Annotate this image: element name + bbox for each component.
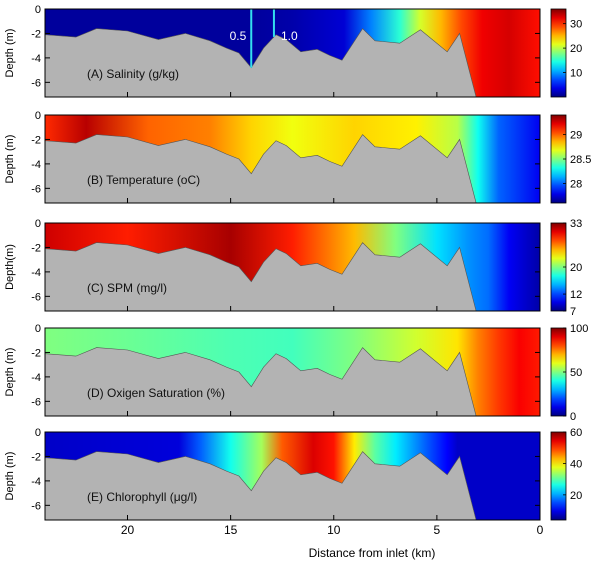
- chlorophyll-colorbar-bar: [550, 431, 567, 521]
- oxygen-frame: [44, 327, 541, 417]
- temperature-ytick-label-0: 0: [35, 110, 41, 122]
- spm-ytick-label-2: -4: [31, 267, 41, 279]
- temperature-ytick-label-1: -2: [31, 134, 41, 146]
- oxygen-seabed: [44, 347, 477, 417]
- spm-ytick-label-1: -2: [31, 242, 41, 254]
- salinity-colorbar: 10 20 30: [550, 8, 582, 98]
- oxygen-cb-label-1: 50: [570, 367, 582, 379]
- xtick-label-0: 20: [121, 523, 135, 537]
- salinity-cb-label-2: 30: [570, 19, 582, 31]
- xtick-label-4: 0: [537, 523, 544, 537]
- salinity-colorbar-bar: [550, 8, 567, 98]
- isoline-label-1: 1.0: [281, 29, 298, 43]
- salinity-cb-label-1: 20: [570, 43, 582, 55]
- oxygen-ytick-label-3: -6: [31, 396, 41, 408]
- chlorophyll-ytick-label-2: -4: [31, 476, 41, 488]
- spm-title: (C) SPM (mg/l): [87, 281, 167, 295]
- chlorophyll-frame: [44, 431, 541, 521]
- spm-colorbar: 7 12 20 33: [550, 218, 582, 318]
- temperature-seabed: [44, 134, 477, 204]
- chlorophyll-ytick-label-1: -2: [31, 451, 41, 463]
- temperature-frame: [44, 114, 541, 204]
- oxygen-ytick-label-0: 0: [35, 323, 41, 335]
- chlorophyll-seabed: [44, 451, 477, 521]
- oxygen-ytick-label-2: -4: [31, 372, 41, 384]
- chlorophyll-title: (E) Chlorophyll (μg/l): [87, 490, 197, 504]
- spm-ytick-label-3: -6: [31, 291, 41, 303]
- salinity-seabed: [44, 28, 477, 98]
- spm-cb-label-0: 7: [570, 306, 576, 318]
- chlorophyll-cb-label-0: 20: [570, 490, 582, 502]
- chlorophyll-ytick-label-0: 0: [35, 427, 41, 439]
- chlorophyll-ytick-label-3: -6: [31, 500, 41, 512]
- temperature-cb-label-2: 29: [570, 130, 582, 142]
- temperature-colorbar: 28 28.5 29: [550, 114, 591, 204]
- spm-cb-label-2: 20: [570, 262, 582, 274]
- spm-ylabel: Depth(m): [4, 244, 16, 290]
- oxygen-title: (D) Oxigen Saturation (%): [87, 386, 225, 400]
- chlorophyll-colorbar: 20 40 60: [550, 427, 582, 521]
- panels: 0.5 1.0 (A) Salinity (g/kg) 0 -2 -4 -6 Depth (m…: [4, 4, 591, 521]
- xtick-label-3: 5: [434, 523, 441, 537]
- spm-cb-label-3: 33: [570, 218, 582, 230]
- spm-ytick-label-0: 0: [35, 218, 41, 230]
- oxygen-cb-label-2: 100: [570, 323, 588, 335]
- temperature-cb-label-0: 28: [570, 178, 582, 190]
- temperature-ylabel: Depth (m): [4, 135, 16, 184]
- spm-seabed: [44, 242, 477, 312]
- salinity-ytick-label-1: -2: [31, 28, 41, 40]
- xtick-label-1: 15: [224, 523, 238, 537]
- oxygen-ytick-label-1: -2: [31, 347, 41, 359]
- temperature-ytick-label-2: -4: [31, 159, 41, 171]
- oxygen-colorbar: 0 50 100: [550, 323, 588, 423]
- xtick-label-2: 10: [327, 523, 341, 537]
- isoline-label-0: 0.5: [230, 29, 247, 43]
- x-tick-labels: 20 15 10 5 0: [121, 92, 544, 537]
- panel-oxygen: (D) Oxigen Saturation (%) 0 -2 -4 -6 Depth (m…: [4, 323, 588, 423]
- chlorophyll-ylabel: Depth (m): [4, 452, 16, 501]
- chlorophyll-cb-label-1: 40: [570, 458, 582, 470]
- panel-salinity: 0.5 1.0 (A) Salinity (g/kg) 0 -2 -4 -6 Depth (m…: [4, 4, 582, 98]
- spm-cb-label-1: 12: [570, 289, 582, 301]
- temperature-cb-label-1: 28.5: [570, 154, 591, 166]
- salinity-ytick-label-2: -4: [31, 53, 41, 65]
- oxygen-cb-label-0: 0: [570, 411, 576, 423]
- temperature-ytick-label-3: -6: [31, 183, 41, 195]
- salinity-ylabel: Depth (m): [4, 29, 16, 78]
- salinity-ytick-label-0: 0: [35, 4, 41, 16]
- temperature-title: (B) Temperature (oC): [87, 173, 200, 187]
- panel-spm: (C) SPM (mg/l) 0 -2 -4 -6 Depth(m) 7 12 20 33: [4, 218, 582, 318]
- oxygen-ylabel: Depth (m): [4, 348, 16, 397]
- chlorophyll-cb-label-2: 60: [570, 427, 582, 439]
- salinity-cb-label-0: 10: [570, 68, 582, 80]
- salinity-ytick-label-3: -6: [31, 77, 41, 89]
- salinity-title: (A) Salinity (g/kg): [87, 67, 179, 81]
- spm-frame: [44, 222, 541, 312]
- salinity-frame: [44, 8, 541, 98]
- panel-chlorophyll: (E) Chlorophyll (μg/l) 0 -2 -4 -6 Depth (m) 20…: [4, 427, 582, 521]
- x-axis-label: Distance from inlet (km): [309, 546, 436, 560]
- bottom-x-axis: 20 15 10 5 0 Distance from inlet (km): [121, 92, 544, 560]
